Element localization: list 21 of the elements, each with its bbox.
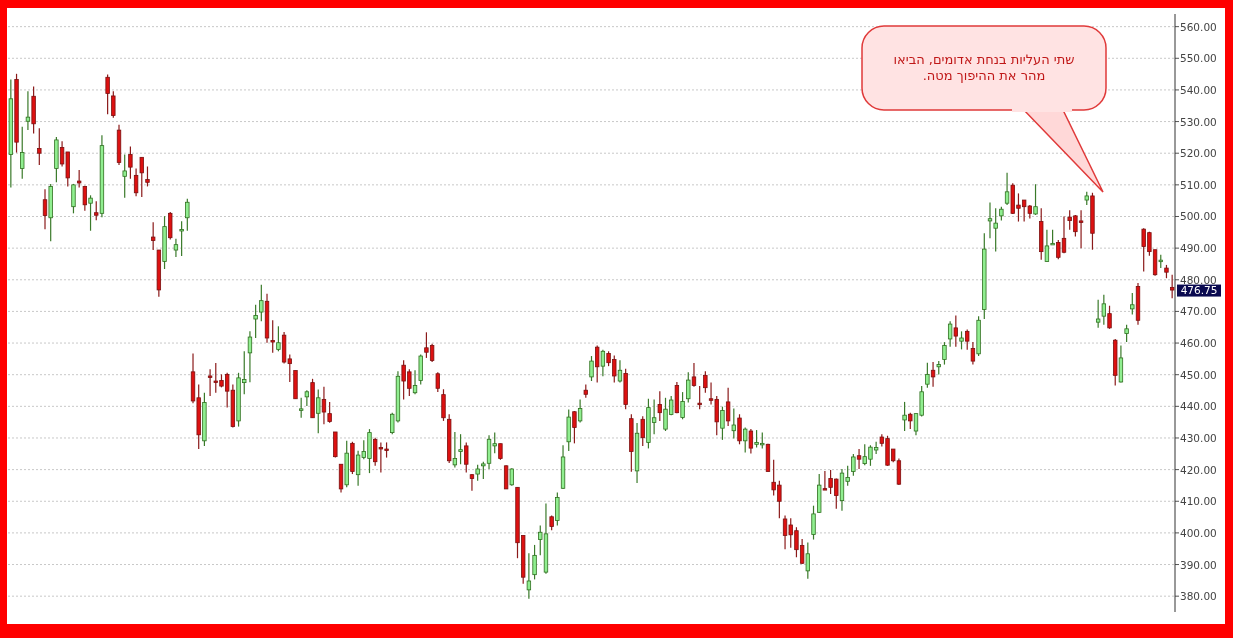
y-tick-label: 560.00 [1180,20,1217,33]
y-tick-label: 460.00 [1180,337,1217,350]
y-tick-label: 380.00 [1180,590,1217,603]
y-tick-label: 500.00 [1180,210,1217,223]
y-tick-label: 400.00 [1180,526,1217,539]
y-tick-label: 440.00 [1180,400,1217,413]
annotation: שתי העליות בנחת אדומים, הביאו מהר את ההיפוך מטה. [893,52,1075,83]
y-tick-label: 390.00 [1180,558,1217,571]
y-tick-label: 410.00 [1180,495,1217,508]
y-tick-label: 530.00 [1180,115,1217,128]
text: 476.75 [1180,284,1218,297]
y-tick-label: 490.00 [1180,242,1217,255]
y-tick-label: 470.00 [1180,305,1217,318]
y-tick-label: 430.00 [1180,431,1217,444]
y-tick-label: 420.00 [1180,463,1217,476]
y-tick-label: 550.00 [1180,52,1217,65]
y-tick-label: 510.00 [1180,178,1217,191]
y-tick-label: 520.00 [1180,147,1217,160]
y-tick-label: 480.00 [1180,273,1217,286]
y-tick-label: 450.00 [1180,368,1217,381]
y-tick-label: 540.00 [1180,83,1217,96]
